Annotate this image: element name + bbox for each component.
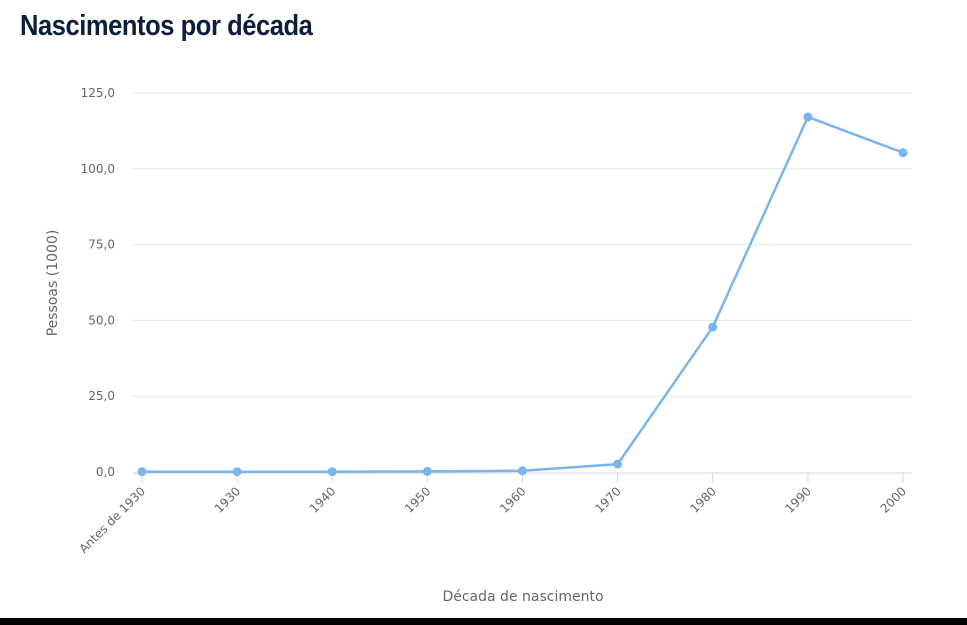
data-point xyxy=(327,467,337,477)
data-point xyxy=(613,459,623,469)
y-tick-label: 100,0 xyxy=(81,162,115,176)
data-point xyxy=(898,148,908,158)
x-axis-title: Década de nascimento xyxy=(442,589,603,605)
y-tick-label: 50,0 xyxy=(88,313,115,327)
data-point xyxy=(518,466,527,476)
y-tick-label: 75,0 xyxy=(88,238,115,252)
chart-title: Nascimentos por década xyxy=(20,10,313,42)
x-tick-label: 1990 xyxy=(782,484,813,515)
series-line xyxy=(142,115,904,473)
data-point xyxy=(137,467,147,477)
x-tick-label: Antes de 1930 xyxy=(76,484,148,556)
x-tick-label: 1980 xyxy=(687,484,718,515)
data-point xyxy=(422,466,432,476)
y-axis-title: Pessoas (1000) xyxy=(45,230,61,337)
y-tick-label: 0,0 xyxy=(96,465,115,479)
x-tick-label: 1970 xyxy=(592,484,623,515)
y-tick-label: 25,0 xyxy=(88,389,115,403)
x-tick-label: 1950 xyxy=(402,484,433,515)
x-tick-label: 1940 xyxy=(307,484,338,515)
bottom-border xyxy=(0,618,967,625)
x-tick-label: 2000 xyxy=(878,484,909,515)
data-point xyxy=(803,112,813,122)
data-point xyxy=(232,467,242,477)
x-tick-label: 1930 xyxy=(212,484,243,515)
x-tick-label: 1960 xyxy=(497,484,528,515)
data-point xyxy=(708,322,718,332)
y-tick-label: 125,0 xyxy=(81,86,115,100)
